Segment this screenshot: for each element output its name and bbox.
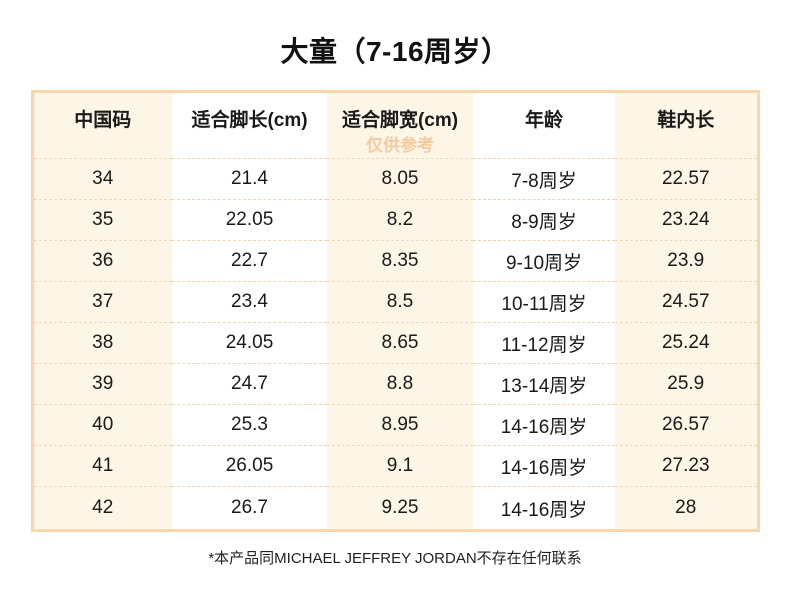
cell-cn-size: 36: [32, 240, 172, 282]
cell-age: 7-8周岁: [473, 158, 615, 200]
column-header-foot-length: 适合脚长(cm): [172, 91, 327, 159]
cell-cn-size: 34: [32, 158, 172, 200]
size-chart-table: 中国码 适合脚长(cm) 适合脚宽(cm) 仅供参考 年龄 鞋内长 34 21.…: [30, 90, 760, 532]
disclaimer-note: *本产品同MICHAEL JEFFREY JORDAN不存在任何联系: [208, 550, 582, 567]
cell-cn-size: 42: [32, 486, 172, 531]
column-header-inner-length: 鞋内长: [615, 91, 758, 159]
cell-age: 11-12周岁: [473, 322, 615, 364]
page-title: 大童（7-16周岁）: [280, 36, 510, 67]
cell-age: 14-16周岁: [473, 445, 615, 487]
cell-age: 14-16周岁: [473, 404, 615, 446]
column-header-label: 中国码: [74, 110, 132, 131]
table-row: 37 23.4 8.5 10-11周岁 24.57: [32, 281, 758, 323]
reference-only-watermark: 仅供参考: [366, 136, 434, 155]
cell-inner-length: 23.24: [615, 199, 758, 241]
cell-age: 14-16周岁: [473, 486, 615, 531]
cell-cn-size: 35: [32, 199, 172, 241]
table-row: 36 22.7 8.35 9-10周岁 23.9: [32, 240, 758, 282]
cell-inner-length: 26.57: [615, 404, 758, 446]
table-row: 35 22.05 8.2 8-9周岁 23.24: [32, 199, 758, 241]
table-row: 34 21.4 8.05 7-8周岁 22.57: [32, 158, 758, 200]
cell-age: 13-14周岁: [473, 363, 615, 405]
cell-foot-length: 24.7: [172, 363, 327, 405]
cell-foot-length: 22.7: [172, 240, 327, 282]
cell-foot-length: 22.05: [172, 199, 327, 241]
cell-foot-width: 8.95: [327, 404, 473, 446]
cell-foot-length: 25.3: [172, 404, 327, 446]
table-body: 34 21.4 8.05 7-8周岁 22.57 35 22.05 8.2 8-…: [32, 158, 758, 531]
cell-cn-size: 40: [32, 404, 172, 446]
cell-inner-length: 25.9: [615, 363, 758, 405]
header-row: 中国码 适合脚长(cm) 适合脚宽(cm) 仅供参考 年龄 鞋内长: [32, 91, 758, 159]
column-header-label: 适合脚长(cm): [191, 110, 308, 131]
column-header-age: 年龄: [473, 91, 615, 159]
column-header-foot-width: 适合脚宽(cm) 仅供参考: [327, 91, 473, 159]
cell-inner-length: 24.57: [615, 281, 758, 323]
cell-foot-length: 26.7: [172, 486, 327, 531]
cell-cn-size: 37: [32, 281, 172, 323]
table-row: 38 24.05 8.65 11-12周岁 25.24: [32, 322, 758, 364]
cell-foot-width: 8.65: [327, 322, 473, 364]
cell-cn-size: 39: [32, 363, 172, 405]
cell-foot-width: 8.05: [327, 158, 473, 200]
cell-foot-length: 26.05: [172, 445, 327, 487]
table-row: 40 25.3 8.95 14-16周岁 26.57: [32, 404, 758, 446]
cell-inner-length: 23.9: [615, 240, 758, 282]
cell-cn-size: 38: [32, 322, 172, 364]
table-row: 41 26.05 9.1 14-16周岁 27.23: [32, 445, 758, 487]
cell-foot-width: 8.5: [327, 281, 473, 323]
cell-cn-size: 41: [32, 445, 172, 487]
cell-age: 8-9周岁: [473, 199, 615, 241]
table-header: 中国码 适合脚长(cm) 适合脚宽(cm) 仅供参考 年龄 鞋内长: [32, 91, 758, 159]
cell-inner-length: 25.24: [615, 322, 758, 364]
column-header-label: 鞋内长: [657, 110, 715, 131]
column-header-label: 年龄: [524, 110, 563, 131]
cell-foot-length: 24.05: [172, 322, 327, 364]
cell-foot-width: 9.1: [327, 445, 473, 487]
cell-foot-width: 8.8: [327, 363, 473, 405]
column-header-label: 适合脚宽(cm): [341, 110, 459, 131]
cell-age: 10-11周岁: [473, 281, 615, 323]
table-row: 42 26.7 9.25 14-16周岁 28: [32, 486, 758, 531]
cell-inner-length: 22.57: [615, 158, 758, 200]
cell-foot-width: 8.2: [327, 199, 473, 241]
cell-foot-width: 8.35: [327, 240, 473, 282]
table-row: 39 24.7 8.8 13-14周岁 25.9: [32, 363, 758, 405]
cell-foot-width: 9.25: [327, 486, 473, 531]
cell-foot-length: 23.4: [172, 281, 327, 323]
cell-age: 9-10周岁: [473, 240, 615, 282]
column-header-cn-size: 中国码: [32, 91, 172, 159]
cell-foot-length: 21.4: [172, 158, 327, 200]
cell-inner-length: 27.23: [615, 445, 758, 487]
cell-inner-length: 28: [615, 486, 758, 531]
